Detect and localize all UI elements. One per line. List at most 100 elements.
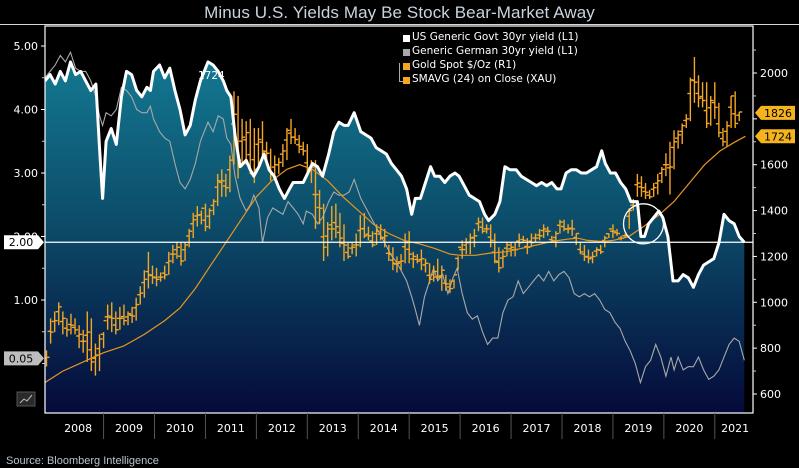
gold-bar xyxy=(671,130,678,170)
gold-bar xyxy=(638,176,645,197)
gold-bar xyxy=(141,270,148,298)
gold-bar xyxy=(536,228,543,241)
gold-bar xyxy=(605,228,612,239)
gold-bar xyxy=(634,173,641,197)
legend-sma-value: 1724 xyxy=(198,70,225,82)
gold-bar xyxy=(434,258,441,280)
us-yield-line xyxy=(45,60,746,289)
chart-type-icon-line xyxy=(19,394,33,404)
gold-bar xyxy=(369,231,376,248)
gold-bar xyxy=(316,189,323,225)
badge-us-yield-last-text: 2.00 xyxy=(9,236,34,249)
gold-bar xyxy=(695,75,702,108)
gold-bar xyxy=(275,157,282,174)
gold-bar xyxy=(393,256,400,273)
gold-bar xyxy=(51,311,58,333)
gold-bar xyxy=(72,318,79,335)
gold-bar xyxy=(414,254,421,264)
gold-bar xyxy=(442,274,449,291)
gold-bar xyxy=(76,325,83,349)
plot-frame xyxy=(44,25,754,414)
gold-bar xyxy=(487,224,494,248)
chart-type-icon xyxy=(16,391,36,407)
x-tick-label: 2009 xyxy=(115,422,143,435)
gold-bar xyxy=(642,183,649,200)
gold-bar xyxy=(182,242,189,262)
gold-bar xyxy=(406,231,413,264)
gold-bar xyxy=(654,173,661,195)
gold-bar xyxy=(198,207,205,225)
badge-gold-last: 1826 xyxy=(755,105,795,120)
gold-bar xyxy=(679,123,686,145)
gold-bar xyxy=(699,82,706,108)
gold-bar xyxy=(430,265,437,282)
gold-bar xyxy=(683,114,690,129)
gold-bar xyxy=(585,249,592,264)
gold-bar xyxy=(691,56,698,103)
legend: US Generic Govt 30yr yield (L1) Generic … xyxy=(398,29,586,86)
german-yield-line xyxy=(45,50,745,385)
left-tick-label: 3.00 xyxy=(14,167,39,180)
badge-sma-last: 1724 xyxy=(755,129,795,144)
badge-gold-last-shape xyxy=(755,105,795,120)
gold-bar xyxy=(190,212,197,239)
gold-bar xyxy=(161,265,168,280)
gold-bar xyxy=(373,224,380,245)
gold-bar xyxy=(732,91,739,129)
gold-bar xyxy=(120,304,127,326)
gold-bar xyxy=(349,242,356,255)
x-tick-label: 2016 xyxy=(472,422,500,435)
gold-bar xyxy=(336,212,343,248)
gold-bar xyxy=(328,205,335,241)
gold-bar xyxy=(222,173,229,197)
gold-bar xyxy=(573,232,580,245)
gold-bar xyxy=(471,228,478,248)
gold-bar xyxy=(165,251,172,275)
badge-us-yield-last-shape xyxy=(4,235,44,250)
gold-bar xyxy=(100,319,107,349)
legend-swatch-sma xyxy=(403,77,410,84)
gold-bar xyxy=(96,334,103,372)
gold-bar xyxy=(300,141,307,156)
chart-type-icon-box xyxy=(16,391,36,407)
gold-bar xyxy=(675,130,682,149)
legend-item-gold: Gold Spot $/Oz (R1) xyxy=(412,59,517,71)
gold-bar xyxy=(137,286,144,305)
gold-bar xyxy=(125,311,132,326)
gold-bar xyxy=(324,222,331,257)
gold-bar xyxy=(687,77,694,122)
x-tick-label: 2013 xyxy=(319,422,347,435)
gold-bar xyxy=(292,128,299,145)
gold-bar xyxy=(381,228,388,248)
gold-bar xyxy=(703,82,710,129)
badge-gold-last-text: 1826 xyxy=(764,107,792,120)
gold-bar xyxy=(544,226,551,236)
gold-bar xyxy=(218,169,225,197)
gold-bar xyxy=(540,224,547,239)
gold-bar xyxy=(104,304,111,330)
gold-bars xyxy=(45,56,743,376)
gold-bar xyxy=(296,134,303,154)
gold-bar xyxy=(483,224,490,234)
gold-bar xyxy=(503,242,510,257)
x-tick-label: 2011 xyxy=(217,422,245,435)
gold-bar xyxy=(569,219,576,236)
legend-item-sma: SMAVG (24) on Close (XAU) xyxy=(412,73,557,85)
gold-bar xyxy=(597,244,604,255)
legend-swatch-gold xyxy=(403,63,410,70)
gold-bar xyxy=(532,233,539,243)
x-tick-label: 2017 xyxy=(523,422,551,435)
badge-german-yield-last-shape xyxy=(4,351,44,366)
gold-bar xyxy=(556,219,563,234)
gold-bar xyxy=(283,128,290,161)
gold-bar xyxy=(361,212,368,239)
gold-bar xyxy=(385,244,392,262)
gold-bar xyxy=(157,272,164,282)
gold-bar xyxy=(614,228,621,236)
badge-us-yield-last: 2.00 xyxy=(4,235,44,250)
gold-bar xyxy=(565,224,572,234)
gold-bar xyxy=(226,155,233,193)
gold-bar xyxy=(609,224,616,239)
right-tick-label: 1000 xyxy=(760,296,788,309)
